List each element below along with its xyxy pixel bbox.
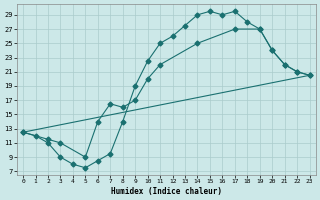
- X-axis label: Humidex (Indice chaleur): Humidex (Indice chaleur): [111, 187, 222, 196]
